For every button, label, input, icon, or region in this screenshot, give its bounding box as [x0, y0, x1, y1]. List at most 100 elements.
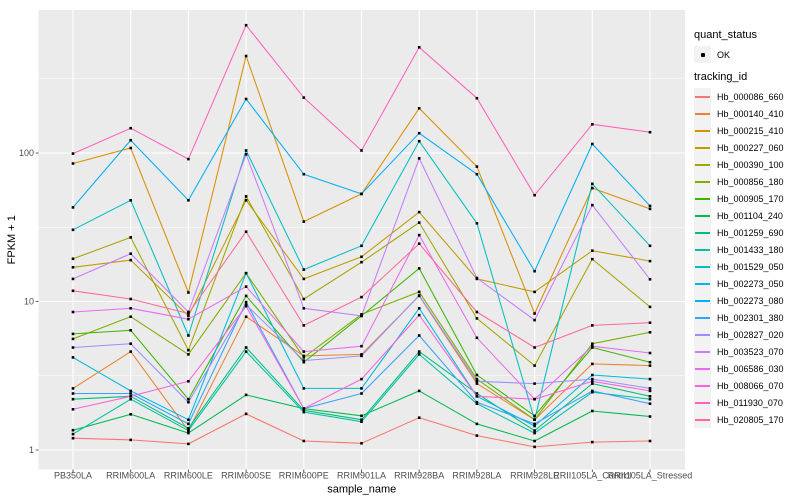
data-point — [187, 380, 190, 383]
data-point — [533, 424, 536, 428]
data-point — [417, 242, 421, 245]
legend-item-Hb_002273_050: Hb_002273_050 — [694, 275, 784, 292]
data-point — [475, 380, 479, 383]
data-point — [533, 312, 536, 315]
data-point — [302, 220, 306, 223]
data-point — [591, 380, 594, 383]
data-point — [417, 131, 421, 135]
data-point — [360, 354, 363, 358]
data-point — [71, 228, 75, 232]
data-point — [244, 153, 248, 156]
data-point — [417, 267, 421, 270]
legend-item-label: Hb_000140_410 — [717, 108, 784, 119]
data-point — [129, 297, 132, 301]
legend-item-Hb_006586_030: Hb_006586_030 — [694, 360, 784, 377]
data-point — [244, 303, 248, 307]
legend-item-label: Hb_001259_690 — [717, 227, 784, 238]
data-point — [129, 397, 132, 401]
data-point — [187, 310, 190, 314]
data-point — [475, 310, 479, 314]
legend-item-label: Hb_001529_050 — [717, 261, 784, 272]
data-point — [302, 356, 306, 359]
data-point — [71, 392, 75, 395]
data-point — [71, 277, 75, 281]
data-point — [244, 149, 248, 152]
x-tick-label: RRIM600PE — [279, 471, 329, 481]
series-points-Hb_000086_660 — [71, 412, 652, 449]
legend-key-line-icon — [694, 207, 711, 224]
data-point — [71, 310, 75, 314]
data-point — [302, 172, 306, 176]
data-point — [360, 255, 363, 259]
data-point — [648, 204, 652, 208]
data-point — [648, 321, 652, 324]
legend-key-line-icon — [694, 241, 711, 258]
data-point — [129, 199, 132, 202]
legend-title-tracking-id: tracking_id — [694, 71, 748, 83]
data-point — [71, 432, 75, 436]
legend-item-label: Hb_000215_410 — [717, 125, 784, 136]
data-point — [360, 353, 363, 356]
data-point — [71, 428, 75, 432]
data-point — [591, 440, 594, 444]
data-point — [360, 244, 363, 248]
legend-key-line-icon — [694, 156, 711, 173]
data-point — [417, 416, 421, 419]
data-point — [533, 318, 536, 322]
data-point — [302, 360, 306, 364]
data-point — [129, 252, 132, 255]
series-points-Hb_008066_070 — [71, 304, 652, 411]
data-point — [360, 414, 363, 418]
data-point — [533, 364, 536, 367]
data-point — [129, 392, 132, 395]
data-point — [187, 418, 190, 421]
legend-item-Hb_001259_690: Hb_001259_690 — [694, 224, 784, 241]
data-point — [475, 373, 479, 377]
data-point — [648, 402, 652, 405]
data-point — [71, 152, 75, 155]
data-point — [187, 400, 190, 404]
data-point — [71, 356, 75, 359]
data-point — [648, 360, 652, 364]
data-point — [591, 186, 594, 190]
legend-key-line-icon — [694, 326, 711, 343]
data-point — [244, 271, 248, 275]
legend-item-label: Hb_002827_020 — [717, 329, 784, 340]
data-point — [244, 304, 248, 308]
data-point — [475, 434, 479, 437]
data-point — [187, 334, 190, 337]
data-point — [360, 314, 363, 318]
data-point — [648, 259, 652, 263]
data-point — [360, 387, 363, 390]
legend-item-Hb_002827_020: Hb_002827_020 — [694, 326, 784, 343]
data-point — [71, 436, 75, 440]
data-point — [475, 392, 479, 395]
data-point — [533, 418, 536, 421]
data-point — [475, 336, 479, 340]
x-tick-label: RRIM901LA — [337, 471, 386, 481]
data-point — [129, 350, 132, 353]
data-point — [648, 130, 652, 134]
x-tick-label: RRII105LA_Stressed — [608, 471, 693, 481]
legend-key-line-icon — [694, 292, 711, 309]
x-axis-title: sample_name — [327, 484, 396, 496]
data-point — [475, 400, 479, 404]
legend-key-line-icon — [694, 122, 711, 139]
gridlines — [38, 10, 685, 470]
x-tick-label: RRIM600SE — [221, 471, 271, 481]
data-point — [417, 139, 421, 143]
data-point — [360, 295, 363, 299]
data-point — [360, 260, 363, 264]
data-points — [71, 23, 652, 449]
data-point — [360, 377, 363, 381]
data-point — [187, 353, 190, 356]
data-point — [187, 312, 190, 315]
data-point — [475, 165, 479, 168]
data-point — [417, 290, 421, 294]
x-axis-tick-labels: PB350LA RRIM600LA RRIM600LE RRIM600SE RRIM60… — [54, 471, 692, 481]
y-tick-label: 100 — [19, 148, 34, 158]
legend-key-line-icon — [694, 190, 711, 207]
data-point — [187, 422, 190, 426]
data-point — [475, 276, 479, 280]
data-point — [129, 315, 132, 318]
